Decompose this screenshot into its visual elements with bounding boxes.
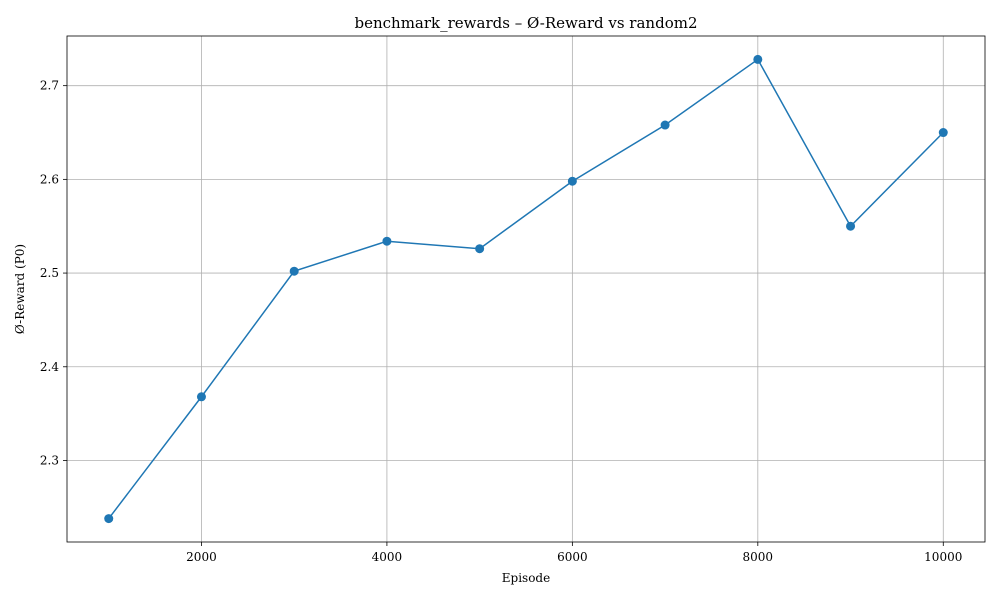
x-tick-label: 2000	[186, 550, 217, 564]
x-tick-label: 8000	[743, 550, 774, 564]
data-point	[475, 244, 485, 254]
y-axis-label: Ø-Reward (P0)	[13, 244, 27, 334]
data-point	[196, 392, 206, 402]
data-point	[846, 221, 856, 231]
data-point	[567, 176, 577, 186]
x-tick-label: 6000	[557, 550, 588, 564]
data-point	[753, 54, 763, 64]
data-point	[289, 266, 299, 276]
ticks: 2000 4000 6000 8000 10000 2.3 2.4 2.5 2.6 2.7	[40, 79, 962, 564]
data-point	[382, 236, 392, 246]
chart-title: benchmark_rewards – Ø-Reward vs random2	[355, 14, 698, 32]
y-tick-label: 2.6	[40, 172, 59, 186]
y-tick-label: 2.7	[40, 79, 59, 93]
y-tick-label: 2.3	[40, 453, 59, 467]
x-axis-label: Episode	[502, 571, 550, 585]
x-tick-label: 10000	[924, 550, 962, 564]
series-layer	[104, 54, 948, 524]
series-line	[108, 58, 944, 520]
grid	[67, 36, 985, 542]
y-tick-label: 2.5	[40, 266, 59, 280]
data-point	[660, 120, 670, 130]
y-tick-label: 2.4	[40, 360, 59, 374]
data-point	[104, 514, 114, 524]
plot-frame	[66, 35, 986, 543]
data-point	[938, 128, 948, 138]
x-tick-label: 4000	[372, 550, 403, 564]
